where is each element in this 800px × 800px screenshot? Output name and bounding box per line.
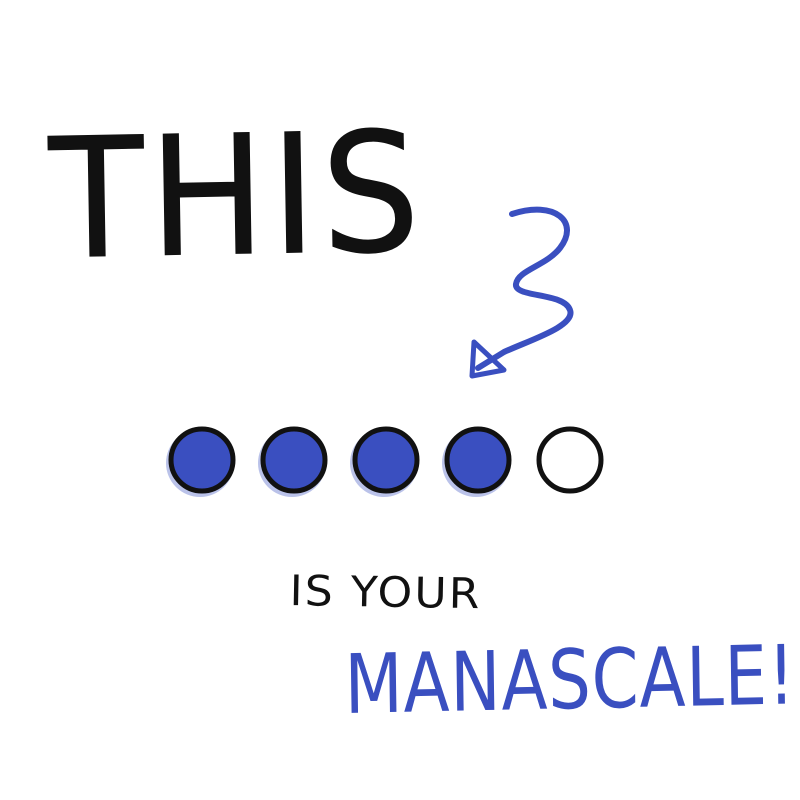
mana-pip-filled [168, 426, 236, 494]
mana-scale [166, 426, 604, 497]
brand-manascale: MANASCALE! [343, 628, 797, 733]
mana-pip-filled [260, 426, 328, 494]
mana-pip-filled [444, 426, 512, 494]
curly-arrow-icon [469, 206, 574, 379]
subtitle-is-your: IS YOUR [289, 566, 482, 619]
heading-this: THIS [47, 97, 427, 297]
mana-pip-empty [536, 426, 604, 494]
mana-pip-filled [352, 426, 420, 494]
